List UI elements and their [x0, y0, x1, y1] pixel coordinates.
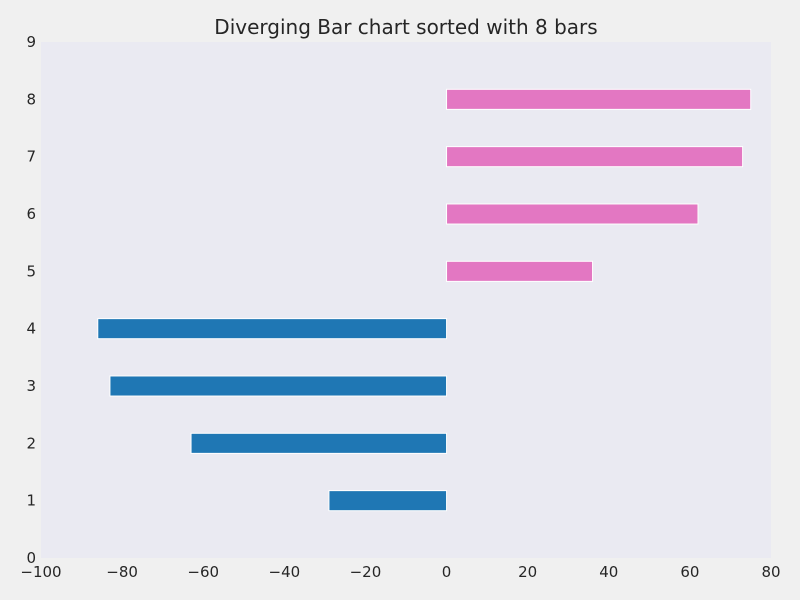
x-tick-label: −100 [20, 563, 61, 581]
bar-5 [446, 260, 594, 282]
y-tick-label: 9 [26, 33, 36, 51]
x-tick-label: 40 [599, 563, 618, 581]
x-tick-label: 0 [442, 563, 452, 581]
x-tick-label: 20 [518, 563, 537, 581]
y-tick-label: 2 [26, 434, 36, 452]
bar-4 [97, 318, 448, 340]
x-tick-label: −80 [106, 563, 138, 581]
y-tick-label: 0 [26, 549, 36, 567]
y-tick-label: 3 [26, 377, 36, 395]
y-tick-label: 4 [26, 320, 36, 338]
x-tick-label: −60 [187, 563, 219, 581]
x-tick-label: 80 [761, 563, 780, 581]
y-tick-label: 8 [26, 90, 36, 108]
bar-8 [446, 88, 752, 110]
bars-group [97, 88, 752, 512]
x-axis-ticks: −100 −80 −60 −40 −20 0 20 40 60 80 [20, 563, 780, 581]
x-tick-label: −20 [350, 563, 382, 581]
bar-7 [446, 146, 744, 168]
plot-area [41, 42, 771, 558]
x-tick-label: −40 [269, 563, 301, 581]
bar-6 [446, 203, 699, 225]
y-tick-label: 5 [26, 262, 36, 280]
chart-title: Diverging Bar chart sorted with 8 bars [214, 15, 597, 39]
y-axis-ticks: 0 1 2 3 4 5 6 7 8 9 [26, 33, 36, 567]
x-tick-label: 60 [680, 563, 699, 581]
y-tick-label: 1 [26, 492, 36, 510]
y-tick-label: 6 [26, 205, 36, 223]
y-tick-label: 7 [26, 148, 36, 166]
bar-2 [190, 432, 448, 454]
bar-1 [328, 490, 448, 512]
bar-3 [109, 375, 448, 397]
